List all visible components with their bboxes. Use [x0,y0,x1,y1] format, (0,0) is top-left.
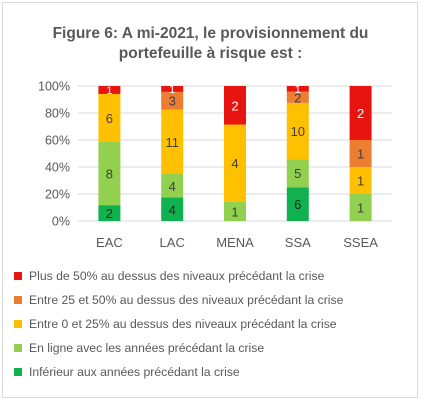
legend-swatch-plus-50 [14,272,22,280]
legend-label-25-50: Entre 25 et 50% au dessus des niveaux pr… [29,293,344,307]
x-tick-label-ssea: SSEA [343,235,378,250]
bar-mena-series-1 [224,201,246,221]
data-label-lac-series-3: 3 [169,94,176,109]
data-label-mena-series-2: 4 [231,156,238,171]
y-tick-label-2: 40% [45,161,70,175]
legend-label-inferieur: Inférieur aux années précédant la crise [29,365,240,379]
chart-title-line-1: Figure 6: A mi-2021, le provisionnement … [52,25,369,42]
bar-ssea-series-4 [349,86,372,140]
legend-label-plus-50: Plus de 50% au dessus des niveaux précéd… [29,269,325,283]
x-tick-label-mena: MENA [216,235,254,250]
bar-eac-series-1 [98,141,121,206]
data-label-ssa-series-1: 5 [294,166,301,181]
data-label-eac-series-2: 6 [106,111,113,126]
bar-eac-series-4 [98,86,121,94]
bar-ssea-series-2 [349,167,372,194]
legend-item-en-ligne: En ligne avec les années précédant la cr… [14,336,414,360]
data-label-ssea-series-2: 1 [357,174,364,189]
bar-mena-series-4 [224,86,246,125]
bar-ssa-series-3 [286,91,309,103]
data-label-ssa-series-4: 1 [295,84,301,96]
chart-title-line-2: portefeuille à risque est : [118,45,303,62]
data-label-ssea-series-3: 1 [357,147,364,162]
bar-eac-series-2 [98,93,121,142]
chart-legend: Plus de 50% au dessus des niveaux précéd… [14,264,414,384]
legend-label-en-ligne: En ligne avec les années précédant la cr… [29,341,265,355]
bar-ssea-series-1 [349,194,372,221]
chart-frame [2,2,418,398]
bar-eac-series-0 [98,205,121,221]
y-tick-label-5: 100% [38,80,70,94]
chart-title: Figure 6: A mi-2021, le provisionnement … [0,24,421,64]
y-tick-label-0: 0% [52,215,70,229]
bar-lac-series-4 [161,86,184,92]
legend-swatch-0-25 [14,320,22,328]
data-label-mena-series-4: 2 [231,98,238,113]
data-label-lac-series-2: 11 [165,135,179,150]
x-tick-label-eac: EAC [96,235,123,250]
legend-item-inferieur: Inférieur aux années précédant la crise [14,360,414,384]
data-label-ssea-series-1: 1 [357,201,364,216]
x-tick-label-ssa: SSA [285,235,311,250]
data-label-lac-series-4: 1 [169,84,175,96]
bar-ssea-series-3 [349,140,372,167]
y-tick-label-4: 80% [45,107,70,121]
bar-ssa-series-4 [286,86,309,92]
data-label-ssa-series-2: 10 [291,124,305,139]
bar-ssa-series-0 [286,187,309,221]
legend-item-0-25: Entre 0 et 25% au dessus des niveaux pré… [14,312,414,336]
bar-ssa-series-1 [286,159,309,188]
data-label-eac-series-4: 1 [106,85,112,97]
legend-swatch-25-50 [14,296,22,304]
data-label-lac-series-1: 4 [169,179,176,194]
legend-item-plus-50: Plus de 50% au dessus des niveaux précéd… [14,264,414,288]
bar-ssa-series-2 [286,102,309,160]
data-label-ssa-series-3: 2 [294,90,301,105]
x-tick-label-lac: LAC [160,235,185,250]
data-label-mena-series-1: 1 [231,204,238,219]
legend-label-0-25: Entre 0 et 25% au dessus des niveaux pré… [29,317,337,331]
legend-swatch-inferieur [14,368,22,376]
legend-item-25-50: Entre 25 et 50% au dessus des niveaux pr… [14,288,414,312]
data-label-eac-series-1: 8 [106,166,113,181]
data-label-eac-series-0: 2 [106,206,113,221]
bar-lac-series-1 [161,174,184,198]
bar-lac-series-0 [161,197,184,221]
legend-swatch-en-ligne [14,344,22,352]
y-tick-label-1: 20% [45,188,70,202]
data-label-ssea-series-4: 2 [357,106,364,121]
bar-lac-series-2 [161,109,184,175]
bar-mena-series-2 [224,124,246,202]
y-tick-label-3: 60% [45,134,70,148]
data-label-lac-series-0: 4 [169,202,176,217]
data-label-ssa-series-0: 6 [294,197,301,212]
bar-lac-series-3 [161,91,184,110]
